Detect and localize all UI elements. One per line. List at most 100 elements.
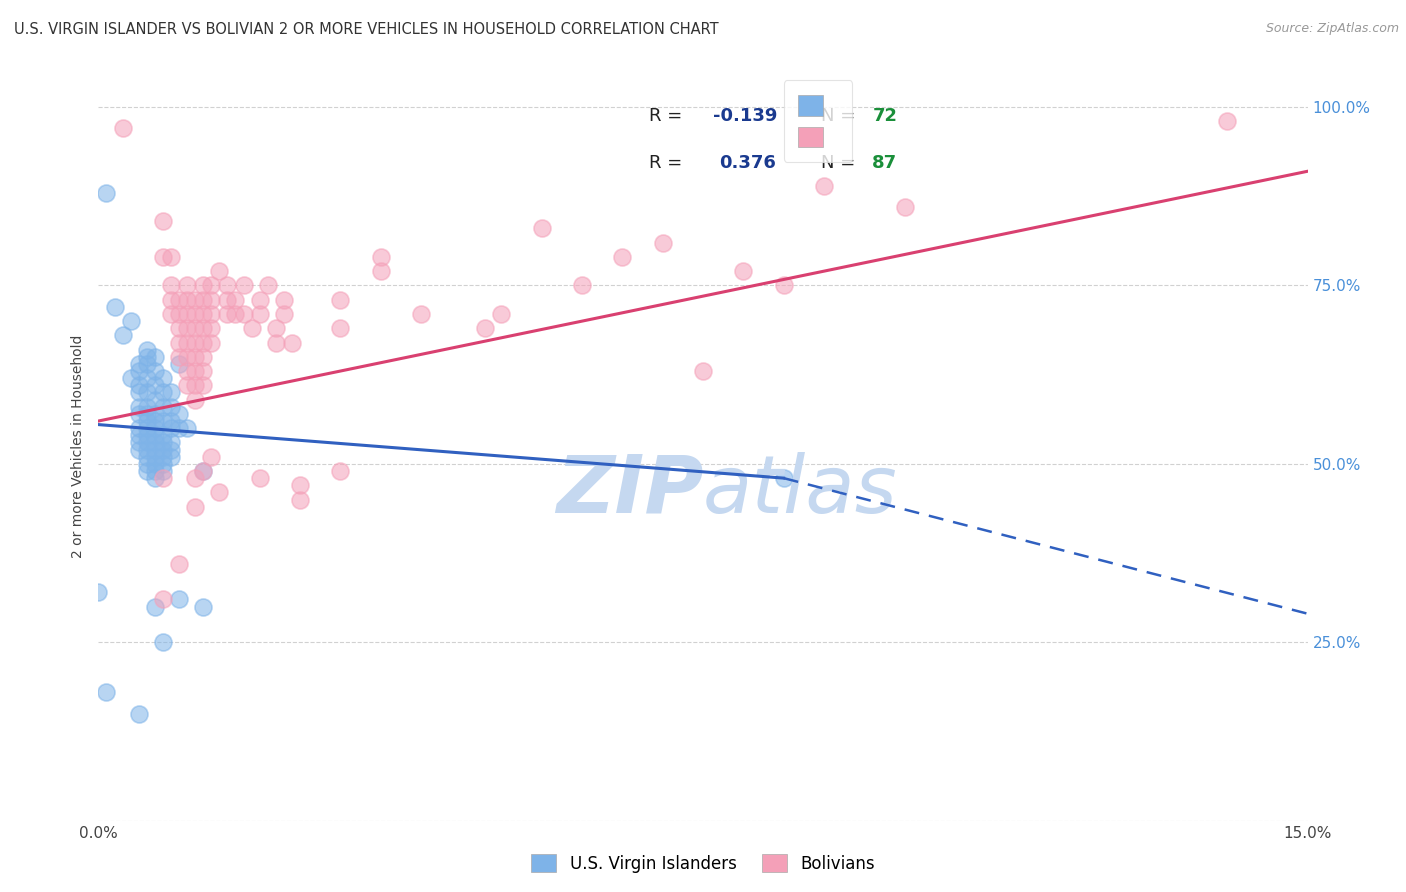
Point (692, 364, 714, 378)
Point (176, 421, 198, 435)
Point (160, 307, 183, 321)
Point (135, 435, 157, 450)
Point (135, 457, 157, 471)
Point (167, 407, 190, 421)
Point (135, 357, 157, 371)
Point (96, 186, 118, 200)
Point (135, 464, 157, 478)
Point (160, 442, 183, 457)
Point (184, 471, 207, 485)
Point (167, 335, 190, 350)
Point (152, 592, 174, 607)
Point (167, 321, 190, 335)
Point (200, 293, 222, 307)
Point (217, 307, 239, 321)
Point (409, 307, 432, 321)
Point (160, 293, 183, 307)
Point (200, 321, 222, 335)
Point (152, 435, 174, 450)
Point (152, 214, 174, 228)
Point (200, 450, 222, 464)
Point (193, 278, 215, 293)
Point (329, 321, 352, 335)
Point (184, 335, 207, 350)
Point (160, 435, 183, 450)
Point (143, 414, 166, 428)
Text: -0.139: -0.139 (713, 107, 778, 125)
Legend: U.S. Virgin Islanders, Bolivians: U.S. Virgin Islanders, Bolivians (524, 847, 882, 880)
Point (273, 293, 295, 307)
Point (193, 364, 215, 378)
Point (152, 250, 174, 264)
Point (160, 385, 183, 400)
Point (120, 371, 142, 385)
Text: ZIP: ZIP (555, 452, 703, 530)
Point (176, 293, 198, 307)
Point (152, 442, 174, 457)
Point (264, 321, 287, 335)
Point (111, 328, 134, 343)
Point (135, 350, 157, 364)
Point (128, 357, 150, 371)
Text: Source: ZipAtlas.com: Source: ZipAtlas.com (1265, 22, 1399, 36)
Point (143, 428, 166, 442)
Point (128, 435, 150, 450)
Point (224, 307, 246, 321)
Point (176, 378, 198, 392)
Point (152, 428, 174, 442)
Y-axis label: 2 or more Vehicles in Household: 2 or more Vehicles in Household (72, 334, 86, 558)
Point (651, 235, 673, 250)
Text: R =: R = (648, 153, 688, 172)
Point (160, 250, 183, 264)
Point (184, 350, 207, 364)
Point (143, 450, 166, 464)
Point (224, 293, 246, 307)
Point (184, 500, 207, 514)
Point (184, 364, 207, 378)
Point (193, 321, 215, 335)
Point (160, 421, 183, 435)
Point (232, 278, 254, 293)
Point (167, 557, 190, 571)
Point (491, 307, 513, 321)
Point (143, 350, 166, 364)
Text: R =: R = (648, 107, 688, 125)
Point (143, 421, 166, 435)
Text: U.S. VIRGIN ISLANDER VS BOLIVIAN 2 OR MORE VEHICLES IN HOUSEHOLD CORRELATION CHA: U.S. VIRGIN ISLANDER VS BOLIVIAN 2 OR MO… (14, 22, 718, 37)
Point (176, 321, 198, 335)
Point (143, 457, 166, 471)
Point (184, 293, 207, 307)
Point (143, 378, 166, 392)
Point (217, 293, 239, 307)
Point (135, 385, 157, 400)
Text: N =: N = (821, 107, 862, 125)
Point (143, 407, 166, 421)
Point (128, 385, 150, 400)
Point (249, 307, 271, 321)
Point (184, 321, 207, 335)
Point (135, 421, 157, 435)
Point (217, 278, 239, 293)
Point (152, 471, 174, 485)
Point (273, 307, 295, 321)
Point (281, 335, 304, 350)
Point (1216, 114, 1239, 128)
Point (167, 592, 190, 607)
Point (152, 385, 174, 400)
Point (152, 400, 174, 414)
Point (370, 250, 392, 264)
Point (264, 335, 287, 350)
Point (772, 471, 794, 485)
Point (128, 442, 150, 457)
Point (232, 307, 254, 321)
Point (128, 421, 150, 435)
Point (193, 335, 215, 350)
Point (135, 407, 157, 421)
Point (152, 464, 174, 478)
Point (143, 392, 166, 407)
Point (135, 450, 157, 464)
Point (143, 364, 166, 378)
Point (135, 414, 157, 428)
Point (167, 357, 190, 371)
Point (176, 364, 198, 378)
